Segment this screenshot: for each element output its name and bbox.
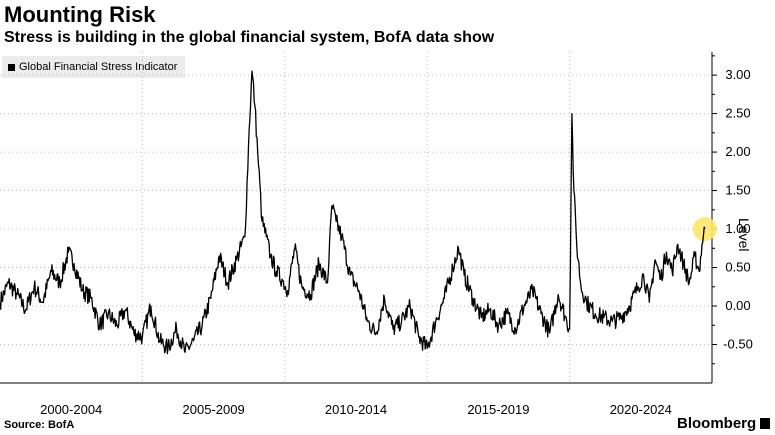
y-tick-label: 3.00 [725,67,750,82]
y-tick-label: 0.50 [725,260,750,275]
x-tick-label: 2000-2004 [40,402,102,417]
chart-title: Mounting Risk [4,2,156,27]
brand-mark [760,418,770,429]
x-tick-label: 2015-2019 [467,402,529,417]
y-tick-label: 0.00 [725,298,750,313]
y-tick-label: 2.50 [725,106,750,121]
chart-legend: Global Financial Stress Indicator [2,56,186,78]
source-note: Source: BofA [4,419,75,431]
y-tick-label: -0.50 [723,337,753,352]
highlight-point [692,217,717,242]
x-tick-label: 2005-2009 [183,402,245,417]
chart-subtitle: Stress is building in the global financi… [4,29,495,46]
x-tick-label: 2010-2014 [325,402,387,417]
y-tick-label: 2.00 [725,144,750,159]
y-tick-label: 1.50 [725,183,750,198]
legend-label: Global Financial Stress Indicator [19,61,178,73]
y-tick-label: 1.00 [725,221,750,236]
brand-logo: Bloomberg [677,415,757,432]
series-line [0,70,706,355]
x-tick-label: 2020-2024 [610,402,672,417]
legend-swatch [8,63,15,71]
